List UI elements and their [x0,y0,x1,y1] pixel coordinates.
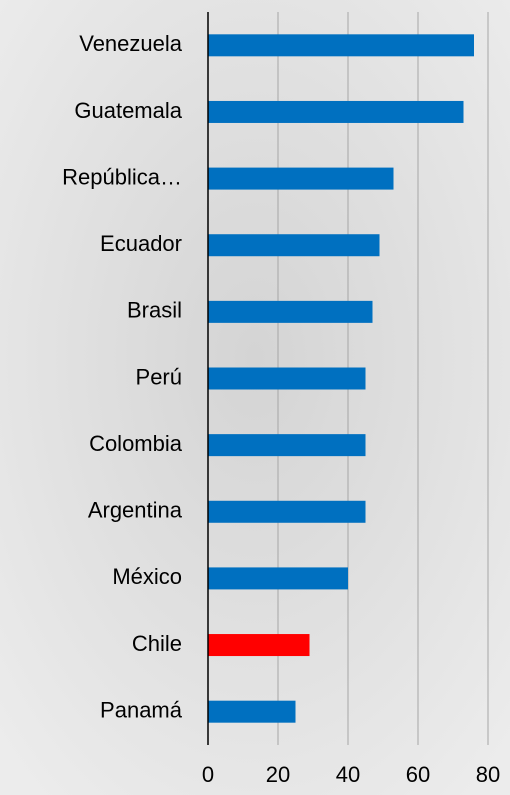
bar [208,567,348,590]
bar [208,367,366,390]
y-tick-label: Perú [136,364,182,389]
bar [208,700,296,723]
x-tick-label: 40 [336,762,360,787]
bar [208,234,380,257]
x-tick-label: 20 [266,762,290,787]
bar [208,300,373,323]
y-tick-label: Venezuela [79,31,183,56]
x-tick-label: 0 [202,762,214,787]
y-tick-label: Chile [132,631,182,656]
bar [208,634,310,657]
bar [208,167,394,190]
x-tick-label: 80 [476,762,500,787]
y-tick-label: Ecuador [100,231,182,256]
y-tick-label: Panamá [100,697,183,722]
y-tick-label: República… [62,164,182,189]
bar [208,500,366,523]
y-tick-label: Colombia [89,431,183,456]
y-tick-label: Brasil [127,298,182,323]
bar [208,34,474,57]
x-tick-label: 60 [406,762,430,787]
y-tick-label: Argentina [88,498,183,523]
y-tick-label: México [112,564,182,589]
bar [208,100,464,123]
y-tick-label: Guatemala [74,98,182,123]
bar [208,434,366,457]
